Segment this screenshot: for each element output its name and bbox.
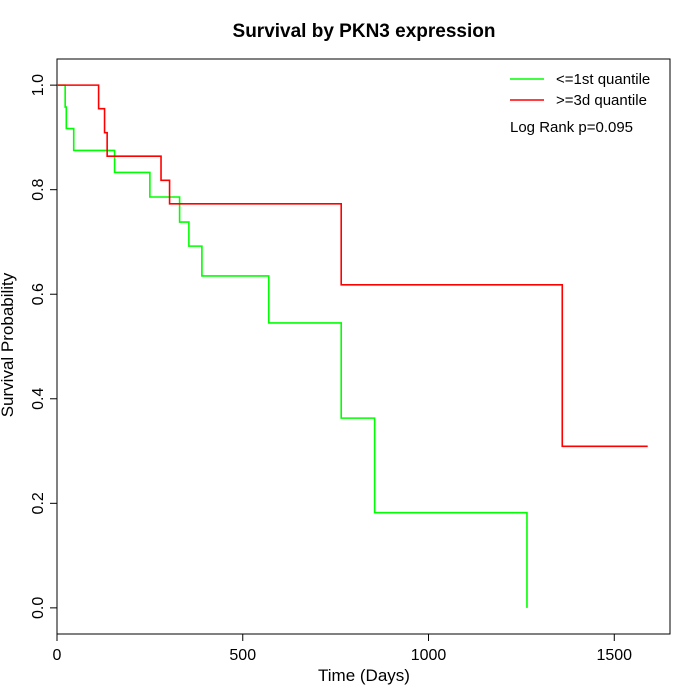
y-tick-label: 0.2: [30, 492, 47, 514]
legend: <=1st quantile >=3d quantile: [510, 71, 650, 109]
y-axis: 0.0 0.2 0.4 0.6 0.8 1.0: [30, 74, 58, 619]
y-tick-label: 1.0: [30, 74, 47, 96]
y-tick-label: 0.0: [30, 597, 47, 619]
series-line-1: [57, 84, 528, 608]
chart-title: Survival by PKN3 expression: [233, 21, 496, 42]
x-tick-label: 0: [53, 647, 62, 664]
plot-frame: [56, 58, 671, 635]
x-axis-label: Time (Days): [318, 666, 410, 685]
x-axis: 0 500 1000 1500: [53, 633, 632, 664]
x-tick-label: 1000: [411, 647, 447, 664]
series-layer: [57, 84, 648, 608]
log-rank-annotation: Log Rank p=0.095: [510, 119, 633, 136]
x-tick-label: 500: [229, 647, 256, 664]
y-tick-label: 0.4: [30, 388, 47, 410]
x-tick-label: 1500: [596, 647, 632, 664]
y-axis-label: Survival Probability: [0, 272, 17, 417]
series-line-2: [57, 84, 648, 448]
y-tick-label: 0.8: [30, 178, 47, 200]
legend-label: <=1st quantile: [556, 71, 650, 88]
y-tick-label: 0.6: [30, 283, 47, 305]
legend-label: >=3d quantile: [556, 92, 647, 109]
